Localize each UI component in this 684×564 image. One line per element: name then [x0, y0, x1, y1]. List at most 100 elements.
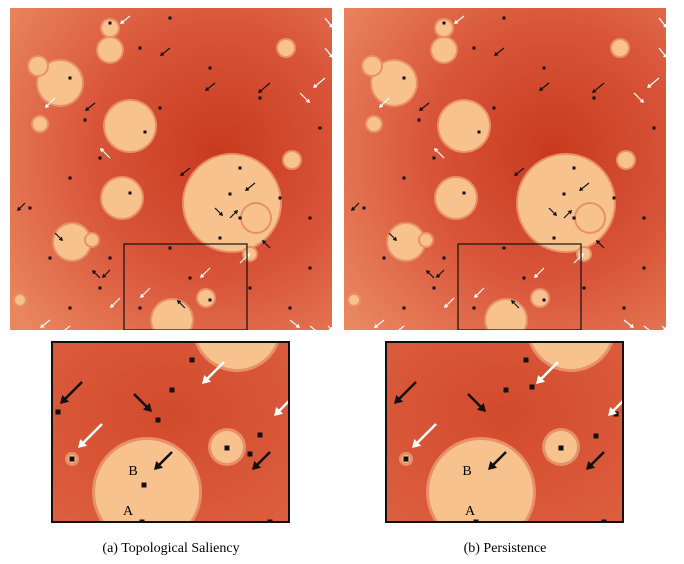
- crater: [486, 300, 526, 340]
- point-label: B: [128, 464, 137, 479]
- extremum-marker: [209, 299, 212, 302]
- extremum-marker: [309, 217, 312, 220]
- overview-image: [10, 8, 333, 342]
- extremum-marker: [69, 77, 72, 80]
- extremum-marker: [559, 446, 564, 451]
- crater: [429, 440, 533, 544]
- crater: [29, 57, 47, 75]
- crater: [198, 290, 214, 306]
- extremum-marker: [473, 47, 476, 50]
- point-label: A: [123, 504, 134, 519]
- crater: [518, 155, 614, 251]
- extremum-marker: [69, 307, 72, 310]
- extremum-marker: [473, 307, 476, 310]
- extremum-marker: [189, 277, 192, 280]
- extremum-marker: [84, 119, 87, 122]
- extremum-marker: [29, 207, 32, 210]
- extremum-marker: [248, 452, 253, 457]
- crater: [298, 369, 316, 387]
- overview-image: [344, 8, 667, 342]
- extremum-marker: [433, 157, 436, 160]
- extremum-marker: [56, 410, 61, 415]
- arrow-head: [650, 330, 654, 334]
- extremum-marker: [109, 22, 112, 25]
- extremum-marker: [443, 257, 446, 260]
- crater: [15, 295, 25, 305]
- extremum-marker: [319, 127, 322, 130]
- crater: [532, 290, 548, 306]
- extremum-marker: [530, 385, 535, 390]
- extremum-marker: [613, 197, 616, 200]
- extremum-marker: [563, 193, 566, 196]
- extremum-marker: [623, 307, 626, 310]
- extremum-marker: [643, 267, 646, 270]
- extremum-marker: [239, 167, 242, 170]
- extremum-marker: [524, 358, 529, 363]
- crater: [284, 152, 300, 168]
- crater: [349, 295, 359, 305]
- extremum-marker: [279, 197, 282, 200]
- extremum-marker: [239, 217, 242, 220]
- extremum-marker: [139, 47, 142, 50]
- extremum-marker: [583, 287, 586, 290]
- extremum-marker: [209, 67, 212, 70]
- crater: [618, 152, 634, 168]
- extremum-marker: [643, 217, 646, 220]
- arrow-head: [316, 330, 320, 334]
- extremum-marker: [289, 307, 292, 310]
- crater: [612, 40, 628, 56]
- crater: [576, 204, 604, 232]
- extremum-marker: [443, 22, 446, 25]
- arrow-head: [60, 330, 64, 334]
- extremum-marker: [258, 433, 263, 438]
- extremum-marker: [403, 77, 406, 80]
- crater: [432, 38, 456, 62]
- crater: [105, 101, 155, 151]
- crater: [102, 178, 142, 218]
- crater: [242, 204, 270, 232]
- extremum-marker: [229, 193, 232, 196]
- extremum-marker: [109, 257, 112, 260]
- extremum-marker: [170, 388, 175, 393]
- extremum-marker: [403, 177, 406, 180]
- crater-rim: [629, 366, 653, 390]
- extremum-marker: [219, 237, 222, 240]
- point-label: B: [462, 464, 471, 479]
- extremum-marker: [259, 97, 262, 100]
- page: (a) Topological Saliency (b) Persistence…: [0, 0, 684, 564]
- extremum-marker: [523, 277, 526, 280]
- extremum-marker: [403, 307, 406, 310]
- extremum-marker: [433, 287, 436, 290]
- crater-rim: [295, 366, 319, 390]
- crater: [152, 300, 192, 340]
- extremum-marker: [159, 107, 162, 110]
- caption: (b) Persistence: [464, 541, 547, 556]
- extremum-marker: [99, 287, 102, 290]
- crater: [439, 101, 489, 151]
- crater: [244, 248, 256, 260]
- extremum-marker: [463, 192, 466, 195]
- extremum-marker: [503, 247, 506, 250]
- extremum-marker: [593, 97, 596, 100]
- extremum-marker: [69, 177, 72, 180]
- crater: [436, 178, 476, 218]
- crater: [578, 248, 590, 260]
- extremum-marker: [543, 299, 546, 302]
- extremum-marker: [129, 192, 132, 195]
- extremum-marker: [493, 107, 496, 110]
- extremum-marker: [142, 483, 147, 488]
- extremum-marker: [478, 131, 481, 134]
- crater: [278, 40, 294, 56]
- extremum-marker: [363, 207, 366, 210]
- extremum-marker: [418, 119, 421, 122]
- extremum-marker: [504, 388, 509, 393]
- crater: [86, 234, 98, 246]
- crater: [420, 234, 432, 246]
- extremum-marker: [383, 257, 386, 260]
- extremum-marker: [573, 217, 576, 220]
- extremum-marker: [49, 257, 52, 260]
- extremum-marker: [249, 287, 252, 290]
- crater: [33, 117, 47, 131]
- crater: [98, 38, 122, 62]
- crater: [367, 117, 381, 131]
